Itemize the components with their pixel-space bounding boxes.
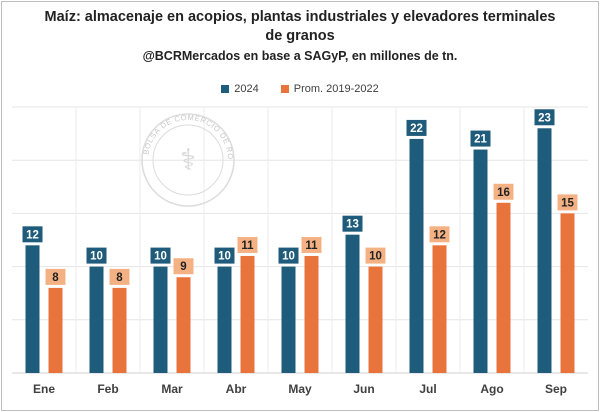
bar-2024-jul [409, 138, 424, 373]
data-label: 12 [433, 229, 446, 241]
data-label: 10 [369, 251, 382, 263]
data-label: 8 [116, 272, 123, 284]
data-label-bg [557, 194, 578, 211]
data-label-bg [214, 247, 235, 264]
bar-prom-feb [112, 287, 127, 373]
data-label-bg [109, 268, 130, 285]
data-label: 16 [497, 187, 510, 199]
data-label: 10 [154, 251, 167, 263]
bar-2024-jun [345, 234, 360, 373]
data-label: 23 [538, 112, 551, 124]
legend-item-prom: Prom. 2019-2022 [280, 83, 379, 95]
bar-prom-sep [560, 213, 575, 373]
data-label: 15 [561, 197, 574, 209]
bar-prom-jun [368, 266, 383, 373]
data-label-bg [342, 215, 363, 232]
data-label-bg [150, 247, 171, 264]
watermark-seal-inner [152, 124, 224, 196]
data-label-bg [470, 130, 491, 147]
data-label: 21 [474, 134, 487, 146]
data-label-bg [406, 119, 427, 136]
x-tick-label: Ene [33, 382, 55, 396]
watermark-caduceus-icon: ⚕ [180, 143, 196, 178]
chart-title-line1: Maíz: almacenaje en acopios, plantas ind… [44, 9, 556, 25]
data-label-bg [237, 236, 258, 253]
data-label: 10 [282, 251, 295, 263]
bar-prom-ago [496, 202, 511, 373]
bar-prom-may [304, 255, 319, 373]
data-label: 13 [346, 219, 359, 231]
data-label: 9 [180, 261, 186, 273]
data-label: 11 [305, 240, 318, 252]
legend-swatch-prom [280, 85, 289, 93]
data-label-bg [429, 226, 450, 243]
legend: 2024 Prom. 2019-2022 [0, 83, 600, 95]
data-label: 12 [26, 229, 39, 241]
bar-prom-mar [176, 277, 191, 373]
x-tick-label: Mar [161, 382, 183, 396]
bar-prom-abr [240, 255, 255, 373]
bar-2024-may [281, 266, 296, 373]
data-label-bg [301, 236, 322, 253]
bar-2024-ago [473, 149, 488, 373]
data-label: 8 [52, 272, 59, 284]
bar-2024-sep [537, 128, 552, 373]
chart-title-line2: de granos [265, 28, 335, 44]
data-label: 10 [218, 251, 231, 263]
x-tick-label: May [288, 382, 312, 396]
legend-item-2024: 2024 [221, 83, 259, 95]
watermark-seal-text: BOLSA DE COMERCIO DE ROSARIO [0, 0, 235, 160]
x-tick-label: Feb [97, 382, 118, 396]
x-tick-label: Abr [226, 382, 247, 396]
data-label-bg [278, 247, 299, 264]
watermark-seal-outer [141, 113, 235, 207]
data-label: 11 [241, 240, 254, 252]
legend-label-2024: 2024 [234, 83, 259, 95]
bar-prom-ene [48, 287, 63, 373]
bar-2024-mar [153, 266, 168, 373]
data-label: 22 [410, 123, 423, 135]
bar-2024-feb [89, 266, 104, 373]
data-label-bg [534, 109, 555, 126]
data-label-bg [493, 183, 514, 200]
bar-prom-jul [432, 245, 447, 373]
bar-2024-abr [217, 266, 232, 373]
data-label-bg [173, 258, 194, 275]
data-label-bg [22, 226, 43, 243]
legend-swatch-2024 [221, 85, 230, 93]
chart-subtitle: @BCRMercados en base a SAGyP, en millone… [142, 49, 458, 63]
legend-label-prom: Prom. 2019-2022 [293, 83, 379, 95]
x-tick-label: Ago [480, 382, 503, 396]
data-label-bg [86, 247, 107, 264]
data-label-bg [365, 247, 386, 264]
data-label: 10 [90, 251, 103, 263]
x-tick-label: Jul [419, 382, 436, 396]
bar-2024-ene [25, 245, 40, 373]
data-label-bg [45, 268, 66, 285]
x-tick-label: Jun [353, 382, 374, 396]
x-tick-label: Sep [545, 382, 567, 396]
